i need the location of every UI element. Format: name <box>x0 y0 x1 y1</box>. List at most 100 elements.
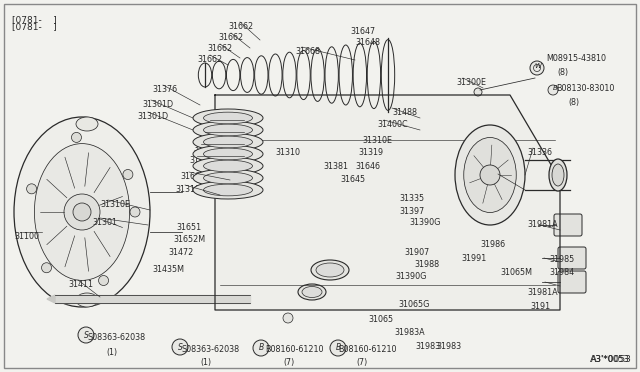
Text: 31330: 31330 <box>492 174 517 183</box>
Ellipse shape <box>455 125 525 225</box>
Text: 31907: 31907 <box>404 248 429 257</box>
Text: 31991: 31991 <box>461 254 486 263</box>
Text: 31983: 31983 <box>436 342 461 351</box>
Text: 31472: 31472 <box>168 248 193 257</box>
Text: 31301D: 31301D <box>142 100 173 109</box>
Text: 31411: 31411 <box>68 280 93 289</box>
Text: 31376: 31376 <box>152 85 177 94</box>
Circle shape <box>253 340 269 356</box>
Text: 31662: 31662 <box>197 55 222 64</box>
Ellipse shape <box>204 160 253 172</box>
Ellipse shape <box>193 157 263 175</box>
Text: M08915-43810: M08915-43810 <box>546 54 606 63</box>
Text: 31666: 31666 <box>203 120 228 129</box>
Circle shape <box>330 340 346 356</box>
Text: 31301D: 31301D <box>137 112 168 121</box>
Circle shape <box>64 194 100 230</box>
Text: 31984: 31984 <box>549 268 574 277</box>
Text: 31662: 31662 <box>207 44 232 53</box>
Text: (1): (1) <box>200 358 211 367</box>
Text: (7): (7) <box>283 358 294 367</box>
FancyBboxPatch shape <box>558 271 586 293</box>
Text: 31397: 31397 <box>399 207 424 216</box>
Text: 31986: 31986 <box>480 240 505 249</box>
Ellipse shape <box>193 145 263 163</box>
Ellipse shape <box>193 121 263 139</box>
Text: (8): (8) <box>568 98 579 107</box>
FancyBboxPatch shape <box>554 214 582 236</box>
Text: 31662: 31662 <box>228 22 253 31</box>
Text: 31651: 31651 <box>176 223 201 232</box>
Text: [0781-    ]: [0781- ] <box>12 22 57 31</box>
Text: 31310: 31310 <box>275 148 300 157</box>
Ellipse shape <box>204 136 253 148</box>
Circle shape <box>283 313 293 323</box>
Text: (1): (1) <box>106 348 117 357</box>
Circle shape <box>78 327 94 343</box>
Ellipse shape <box>204 112 253 124</box>
Ellipse shape <box>204 172 253 184</box>
Ellipse shape <box>193 133 263 151</box>
Text: 31381: 31381 <box>323 162 348 171</box>
Circle shape <box>99 276 109 286</box>
Text: S: S <box>177 343 182 352</box>
Text: 31336: 31336 <box>527 148 552 157</box>
Text: 31981A: 31981A <box>527 220 557 229</box>
Text: 31662: 31662 <box>218 33 243 42</box>
Polygon shape <box>215 95 560 310</box>
Circle shape <box>474 88 482 96</box>
Ellipse shape <box>298 284 326 300</box>
Circle shape <box>480 165 500 185</box>
Text: (7): (7) <box>356 358 367 367</box>
Circle shape <box>73 203 91 221</box>
Text: W: W <box>534 63 541 69</box>
Text: 31435M: 31435M <box>152 265 184 274</box>
Text: 31100: 31100 <box>14 232 39 241</box>
Text: [0781-    ]: [0781- ] <box>12 15 57 24</box>
Ellipse shape <box>302 286 322 298</box>
Text: 31310E: 31310E <box>362 136 392 145</box>
Text: 31981A: 31981A <box>527 288 557 297</box>
Ellipse shape <box>316 263 344 277</box>
Text: 31988: 31988 <box>414 260 439 269</box>
Circle shape <box>530 61 544 75</box>
Text: 31652M: 31652M <box>173 235 205 244</box>
Text: 31065: 31065 <box>368 315 393 324</box>
Text: 31319: 31319 <box>358 148 383 157</box>
Text: 31335: 31335 <box>399 194 424 203</box>
Circle shape <box>42 263 52 273</box>
Text: (8): (8) <box>557 68 568 77</box>
Text: 31666: 31666 <box>189 156 214 165</box>
Ellipse shape <box>193 109 263 127</box>
Circle shape <box>72 132 81 142</box>
Text: B08130-83010: B08130-83010 <box>556 84 614 93</box>
Text: S08363-62038: S08363-62038 <box>88 333 146 342</box>
Text: 31390G: 31390G <box>409 218 440 227</box>
Ellipse shape <box>76 117 98 131</box>
Text: 31985: 31985 <box>549 255 574 264</box>
Text: A3'*0053: A3'*0053 <box>590 355 632 364</box>
Text: S08363-62038: S08363-62038 <box>182 345 240 354</box>
Text: 31319: 31319 <box>175 185 200 194</box>
Ellipse shape <box>552 164 564 186</box>
Circle shape <box>172 339 188 355</box>
Text: 31065G: 31065G <box>398 300 429 309</box>
Text: B: B <box>552 85 557 91</box>
Ellipse shape <box>193 181 263 199</box>
Ellipse shape <box>204 148 253 160</box>
Text: B: B <box>259 343 264 353</box>
Text: 31301: 31301 <box>92 218 117 227</box>
Text: 31390G: 31390G <box>395 272 426 281</box>
Polygon shape <box>47 295 55 303</box>
FancyBboxPatch shape <box>558 247 586 269</box>
Ellipse shape <box>204 124 253 136</box>
Circle shape <box>130 207 140 217</box>
Text: B08160-61210: B08160-61210 <box>338 345 397 354</box>
Ellipse shape <box>311 260 349 280</box>
Text: 31647: 31647 <box>350 27 375 36</box>
Text: 31310E: 31310E <box>100 200 130 209</box>
Text: 31646: 31646 <box>355 162 380 171</box>
Text: B08160-61210: B08160-61210 <box>265 345 323 354</box>
Ellipse shape <box>464 138 516 212</box>
Circle shape <box>27 184 36 194</box>
